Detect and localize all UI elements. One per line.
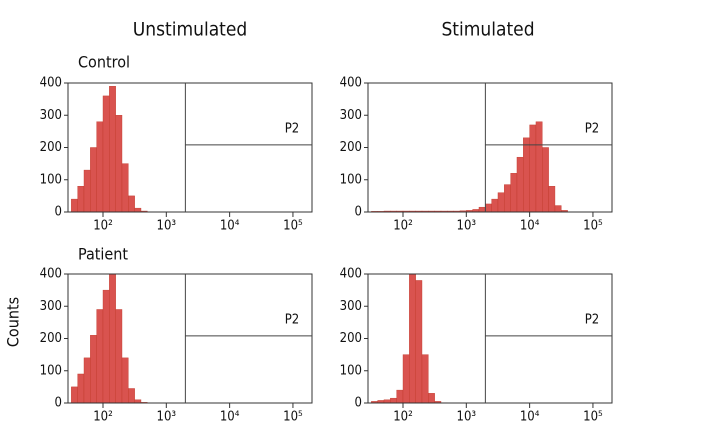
gate-label: P2 [285, 121, 300, 136]
histogram-bar [409, 273, 416, 404]
row-label: Control [78, 53, 130, 72]
y-tick-label: 400 [340, 76, 362, 91]
x-tick-label: 10³ [157, 410, 177, 425]
histogram-bar [77, 185, 85, 213]
x-tick-label: 10³ [457, 410, 477, 425]
y-axis-label: Counts [4, 297, 23, 347]
histogram-bar [485, 203, 492, 213]
x-tick-label: 10³ [457, 219, 477, 234]
y-tick-label: 100 [340, 363, 362, 378]
histogram-bar [83, 357, 91, 404]
histogram-bar [415, 280, 423, 404]
x-tick-label: 10² [393, 219, 413, 234]
column-title: Unstimulated [133, 19, 248, 41]
histogram-bar [109, 86, 116, 213]
histogram-bar [96, 309, 104, 404]
y-tick-label: 0 [355, 205, 362, 220]
gate-label: P2 [585, 312, 600, 327]
histogram-bar [428, 393, 435, 404]
x-tick-label: 10² [393, 410, 413, 425]
x-tick-label: 10⁵ [283, 219, 303, 234]
histogram-bar [96, 121, 104, 213]
y-tick-label: 100 [40, 363, 62, 378]
histogram-bar [90, 147, 97, 213]
histogram-bar [128, 195, 135, 213]
histogram-bar [396, 389, 404, 404]
y-tick-label: 200 [40, 331, 62, 346]
gate-label: P2 [585, 121, 600, 136]
histogram-bar [523, 137, 530, 213]
plot-frame [367, 82, 613, 213]
row-label: Patient [78, 245, 128, 264]
y-tick-label: 300 [340, 108, 362, 123]
y-tick-label: 400 [40, 267, 62, 282]
histogram-bar [128, 388, 135, 404]
histogram-bar [71, 386, 78, 404]
x-tick-label: 10² [93, 219, 113, 234]
y-tick-label: 300 [340, 299, 362, 314]
histogram-bar [510, 173, 518, 213]
histogram-bar [504, 184, 511, 213]
histogram-bar [554, 205, 562, 213]
histogram-bar [102, 289, 110, 404]
y-tick-label: 100 [40, 172, 62, 187]
y-tick-label: 0 [55, 205, 62, 220]
histogram-bar [497, 192, 505, 213]
y-tick-label: 400 [340, 267, 362, 282]
x-tick-label: 10⁴ [220, 410, 240, 425]
histogram-bar [402, 354, 410, 404]
histogram-bar [548, 185, 556, 213]
histogram-bar [121, 357, 129, 404]
y-tick-label: 300 [40, 108, 62, 123]
histogram-bar [109, 273, 116, 404]
histogram-bar [134, 207, 142, 213]
y-tick-label: 200 [340, 140, 362, 155]
y-tick-label: 400 [40, 76, 62, 91]
y-tick-label: 300 [40, 299, 62, 314]
x-tick-label: 10³ [157, 219, 177, 234]
y-tick-label: 200 [340, 331, 362, 346]
x-tick-label: 10⁴ [520, 410, 540, 425]
y-tick-label: 200 [40, 140, 62, 155]
histogram-bar [90, 335, 97, 404]
histogram-bar [83, 169, 91, 213]
histogram-bar [535, 121, 543, 213]
histogram-bar [77, 373, 85, 404]
histogram-bar [516, 156, 524, 213]
histogram-bar [390, 397, 397, 404]
x-tick-label: 10⁵ [583, 410, 603, 425]
histogram-bar [529, 124, 537, 213]
histogram-bar [71, 198, 78, 213]
histogram-bar [478, 206, 486, 213]
x-tick-label: 10⁵ [283, 410, 303, 425]
column-title: Stimulated [441, 19, 534, 41]
gate-label: P2 [285, 312, 300, 327]
x-tick-label: 10⁴ [220, 219, 240, 234]
x-tick-label: 10⁵ [583, 219, 603, 234]
y-tick-label: 0 [55, 396, 62, 411]
histogram-bar [115, 115, 123, 213]
histogram-bar [491, 198, 499, 213]
histogram-bar [121, 163, 129, 213]
x-tick-label: 10² [93, 410, 113, 425]
histogram-bar [421, 354, 429, 404]
histogram-bar [102, 95, 110, 213]
y-tick-label: 0 [355, 396, 362, 411]
x-tick-label: 10⁴ [520, 219, 540, 234]
y-tick-label: 100 [340, 172, 362, 187]
histogram-bar [115, 309, 123, 404]
histogram-bar [542, 147, 549, 213]
